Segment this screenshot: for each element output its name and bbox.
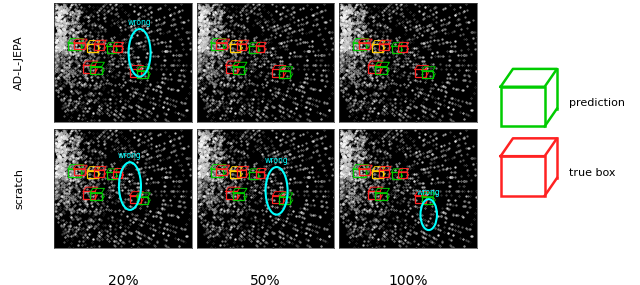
Bar [232,193,244,200]
Bar [368,192,380,199]
Text: wrong: wrong [417,188,440,197]
Bar [353,169,365,176]
Bar [83,65,95,73]
Bar [380,44,389,50]
Text: AD-L-JEPA: AD-L-JEPA [14,35,24,90]
Bar [226,192,237,199]
Bar [279,197,291,204]
Bar [279,71,291,78]
Bar [216,169,227,175]
Bar [137,71,148,78]
Bar [353,43,365,50]
Bar [68,43,81,50]
Bar [375,66,387,74]
Bar [113,172,122,178]
Bar [88,44,98,52]
Bar [256,46,264,52]
Bar [415,196,426,203]
Bar [130,196,141,203]
Bar [249,172,258,179]
Bar [74,43,84,49]
Bar [226,65,237,73]
Bar [232,66,244,74]
Bar [422,197,433,204]
Text: true box: true box [570,168,616,178]
Bar [68,169,81,176]
Bar [137,197,148,204]
Bar [422,71,433,78]
Text: wrong: wrong [265,156,289,165]
Bar [216,43,227,49]
Bar [107,46,116,53]
Text: wrong: wrong [118,151,142,160]
Text: wrong: wrong [128,18,152,27]
Bar [372,44,383,52]
Bar [500,156,545,196]
Bar [94,170,104,176]
Bar [237,44,246,50]
Bar [375,193,387,200]
Bar [230,171,240,178]
Bar [380,170,389,176]
Text: prediction: prediction [570,98,625,108]
Bar [368,65,380,73]
Bar [83,192,95,199]
Bar [392,172,401,179]
Bar [90,193,102,200]
Bar [415,70,426,77]
Bar [237,170,246,176]
Bar [74,169,84,175]
Bar [211,43,223,50]
Text: 100%: 100% [388,274,428,285]
Bar [273,196,284,203]
Bar [500,87,545,127]
Bar [211,169,223,176]
Bar [372,171,383,178]
Bar [399,46,407,52]
Bar [358,169,370,175]
Bar [392,46,401,53]
Text: 20%: 20% [108,274,138,285]
Bar [399,172,407,178]
Bar [358,43,370,49]
Bar [113,46,122,52]
Bar [273,70,284,77]
Bar [249,46,258,53]
Bar [94,44,104,50]
FancyBboxPatch shape [481,47,636,232]
Text: 50%: 50% [250,274,281,285]
Bar [130,70,141,77]
Bar [107,172,116,179]
Bar [256,172,264,178]
Text: scratch: scratch [14,168,24,209]
Bar [230,44,240,52]
Bar [88,171,98,178]
Bar [90,66,102,74]
